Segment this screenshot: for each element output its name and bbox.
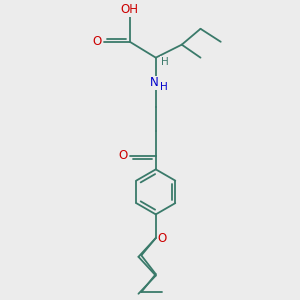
- Text: O: O: [158, 232, 167, 244]
- Text: O: O: [119, 149, 128, 162]
- Text: H: H: [160, 57, 168, 67]
- Text: O: O: [93, 35, 102, 48]
- Text: OH: OH: [121, 3, 139, 16]
- Text: N: N: [150, 76, 159, 89]
- Text: H: H: [160, 82, 168, 92]
